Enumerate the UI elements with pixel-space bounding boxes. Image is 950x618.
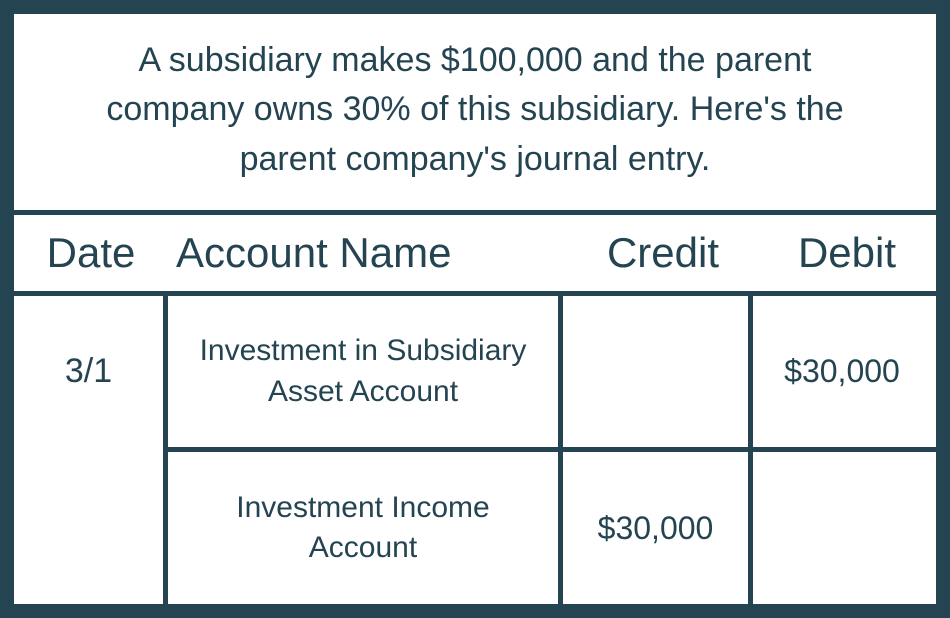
account-cell: Investment in Subsidiary Asset Account <box>168 296 563 448</box>
debit-cell <box>753 452 931 604</box>
account-cell: Investment Income Account <box>168 452 563 604</box>
table-frame: A subsidiary makes $100,000 and the pare… <box>0 0 950 618</box>
table-header-row: Date Account Name Credit Debit <box>14 215 936 291</box>
credit-cell: $30,000 <box>563 452 753 604</box>
header-account: Account Name <box>168 229 568 277</box>
journal-entry-table: A subsidiary makes $100,000 and the pare… <box>14 14 936 604</box>
table-caption: A subsidiary makes $100,000 and the pare… <box>14 14 936 210</box>
entry-rows: Investment in Subsidiary Asset Account $… <box>168 296 936 604</box>
header-credit: Credit <box>568 229 758 277</box>
credit-cell <box>563 296 753 448</box>
table-row: Investment Income Account $30,000 <box>168 447 936 604</box>
header-date: Date <box>14 229 168 277</box>
header-debit: Debit <box>758 229 936 277</box>
debit-cell: $30,000 <box>753 296 931 448</box>
date-cell: 3/1 <box>14 296 168 604</box>
table-body: 3/1 Investment in Subsidiary Asset Accou… <box>14 291 936 604</box>
table-row: Investment in Subsidiary Asset Account $… <box>168 296 936 448</box>
